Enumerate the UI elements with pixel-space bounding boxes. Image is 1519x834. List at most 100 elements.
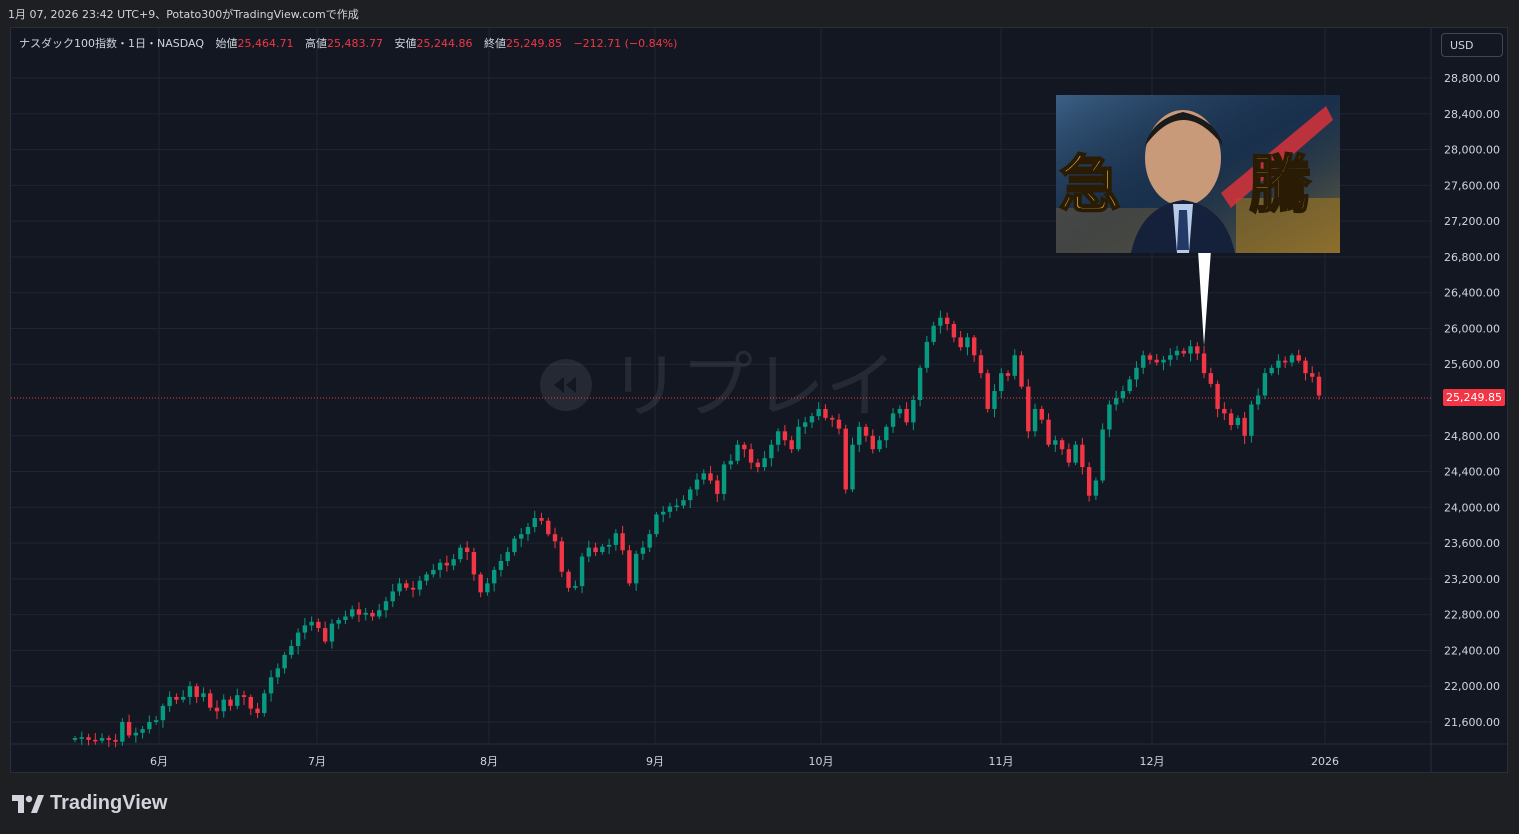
y-tick-label: 28,400.00 [1444,108,1500,121]
candle-body [1310,373,1315,377]
candle-body [762,458,767,468]
tradingview-logo[interactable]: TradingView [12,792,167,815]
candle-body [532,518,537,528]
candle-body [343,616,348,621]
candle-body [944,317,950,324]
candle-body [1276,360,1281,368]
candle-body [1080,444,1085,468]
candle-body [728,460,734,465]
candle-body [600,546,605,553]
candle-body [316,621,321,629]
candle-body [133,732,139,736]
candle-body [93,739,98,742]
candlestick-chart[interactable]: リプレイ 急 騰 28,800.00 28,400.00 28,000.00 27,6… [11,28,1508,773]
candle-body [383,601,389,611]
candle-body [1215,383,1220,409]
candle-body [593,547,598,553]
candle-body [464,547,470,553]
chart-pane[interactable]: リプレイ 急 騰 28,800.00 28,400.00 28,000.00 27,6… [10,27,1508,773]
candle-body [1222,408,1227,414]
symbol-name[interactable]: ナスダック100指数・1日・NASDAQ [19,37,204,50]
candle-body [904,408,909,423]
candle-body [140,729,145,733]
candle-body [113,739,118,742]
candle-body [363,612,368,615]
candle-body [99,738,105,741]
candle-body [1188,346,1193,354]
candle-body [620,533,625,551]
y-tick-label: 22,800.00 [1444,609,1500,622]
candle-body [586,547,592,557]
high-label: 高値 [304,37,327,50]
candle-body [809,416,815,423]
candle-body [1046,419,1051,445]
tradingview-logo-icon [12,794,44,813]
candle-body [539,518,544,521]
candle-body [1242,417,1247,436]
candle-body [958,337,963,348]
candle-body [282,654,287,669]
candle-body [478,574,483,593]
candle-body [194,686,199,697]
candle-body [417,580,423,590]
candle-body [830,417,835,420]
candle-body [255,708,260,714]
candle-body [241,695,247,697]
candle-body [1113,398,1119,405]
candle-body [647,534,652,548]
candle-body [1019,355,1024,387]
candle-body [978,355,984,374]
candle-body [174,696,179,700]
candle-body [606,544,612,547]
y-tick-label: 28,800.00 [1444,72,1500,85]
candle-body [1195,346,1200,354]
candle-body [404,583,409,588]
candle-body [525,527,531,535]
candle-body [1316,376,1322,396]
x-tick-label: 12月 [1140,755,1165,768]
candle-body [1120,391,1126,399]
currency-button[interactable]: USD [1441,33,1503,57]
candle-body [1053,440,1058,445]
candle-body [1154,359,1159,363]
candle-body [1255,395,1261,405]
candle-body [1026,386,1031,432]
candle-body [654,514,659,535]
y-tick-label: 24,400.00 [1444,466,1500,479]
candle-body [356,609,362,615]
x-tick-label: 2026 [1311,755,1339,768]
candle-body [167,696,172,706]
candle-body [1086,467,1092,496]
candle-body [890,413,896,427]
candle-body [126,722,132,736]
candle-body [498,561,504,570]
candles [72,310,1322,748]
candle-body [748,449,754,463]
candle-body [843,428,848,490]
candle-body [1141,355,1146,368]
last-price-label: 25,249.85 [1446,391,1502,404]
candle-body [147,722,152,730]
candle-body [180,696,186,700]
candle-body [627,550,632,584]
candle-body [1100,429,1105,481]
candle-body [72,738,78,740]
candle-body [681,500,686,506]
symbol-legend: ナスダック100指数・1日・NASDAQ 始値25,464.71 高値25,48… [19,35,677,51]
news-callout[interactable]: 急 騰 [1056,95,1340,346]
candle-body [715,480,720,494]
replay-watermark: リプレイ [540,344,897,428]
candle-body [208,693,213,708]
candle-body [769,444,774,459]
candle-body [911,400,916,423]
y-tick-label: 26,800.00 [1444,251,1500,264]
candle-body [870,435,875,450]
candle-body [214,707,220,712]
candle-body [701,473,706,480]
candle-body [1228,413,1234,426]
x-tick-label: 8月 [480,755,498,768]
candle-body [735,444,740,461]
y-tick-label: 22,400.00 [1444,644,1500,657]
candle-body [275,668,281,678]
candle-body [782,431,788,441]
